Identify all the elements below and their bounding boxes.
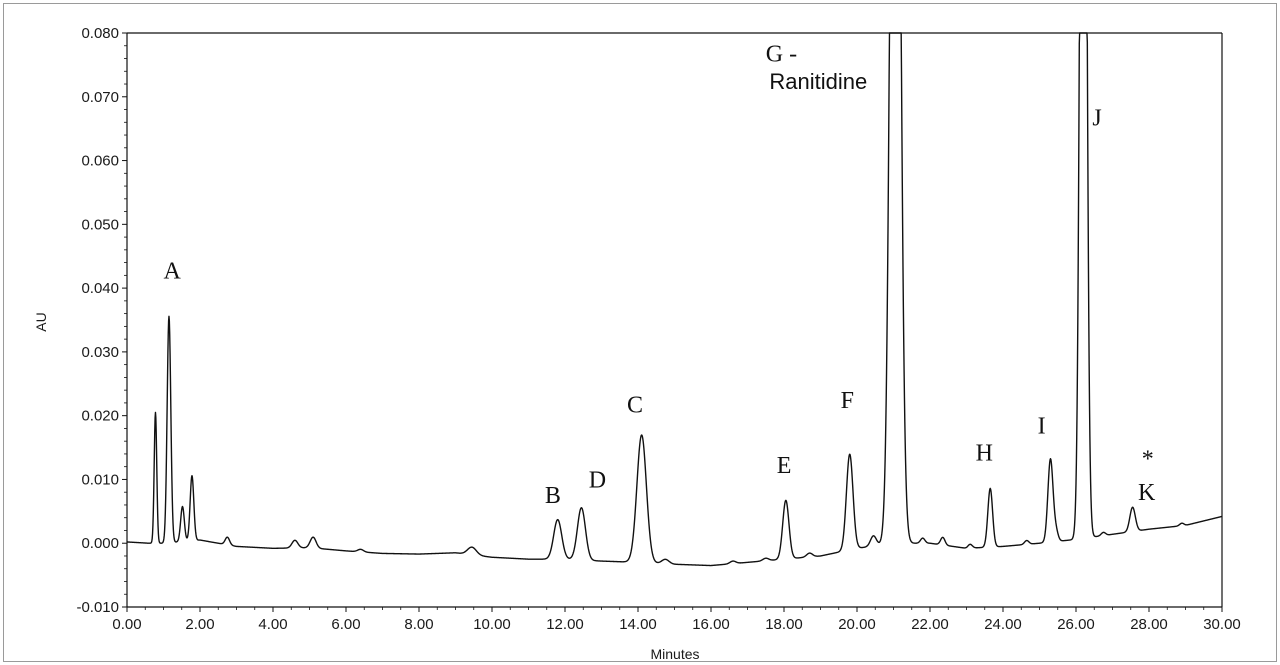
peak-label-C: C (627, 392, 643, 418)
peak-labels: A B D C E F G -Ranitidine H I J * K (164, 42, 1157, 509)
peak-label-G2: Ranitidine (769, 69, 867, 94)
peak-label-H: H (976, 440, 993, 466)
peak-label-K: K (1138, 480, 1156, 506)
peak-label-E: E (777, 453, 792, 479)
y-axis-title: AU (33, 312, 49, 331)
x-tick-label: 22.00 (911, 616, 949, 633)
x-tick-label: 20.00 (838, 616, 876, 633)
x-tick-label: 24.00 (984, 616, 1022, 633)
chromatogram-trace (126, 32, 1223, 567)
peak-label-A: A (164, 259, 182, 285)
peak-label-G1: G - (766, 42, 797, 68)
x-axis-title: Minutes (650, 646, 699, 662)
y-tick-label: 0.060 (81, 153, 119, 170)
y-tick-label: -0.010 (76, 599, 119, 616)
y-tick-label: 0.070 (81, 89, 119, 106)
x-tick-label: 10.00 (473, 616, 511, 633)
peak-label-D: D (589, 468, 606, 494)
y-axis-ticks: 0.080 0.070 0.060 0.050 0.040 0.030 0.020 0.010… (76, 25, 127, 616)
peak-label-star: * (1142, 447, 1154, 473)
chart-frame (3, 3, 1277, 662)
axes (126, 32, 1223, 608)
peak-label-J: J (1092, 105, 1101, 131)
x-tick-label: 26.00 (1057, 616, 1095, 633)
y-tick-label: 0.080 (81, 25, 119, 42)
y-tick-label: 0.040 (81, 280, 119, 297)
y-tick-label: 0.000 (81, 535, 119, 552)
x-tick-label: 8.00 (404, 616, 433, 633)
x-tick-label: 12.00 (546, 616, 584, 633)
x-tick-label: 30.00 (1203, 616, 1241, 633)
x-axis-ticks: 0.00 2.00 4.00 6.00 8.00 10.00 12.00 14.00 16.00… (112, 607, 1241, 633)
x-tick-label: 6.00 (331, 616, 360, 633)
y-tick-label: 0.020 (81, 408, 119, 425)
y-tick-label: 0.010 (81, 471, 119, 488)
y-tick-label: 0.030 (81, 344, 119, 361)
x-tick-label: 0.00 (112, 616, 141, 633)
x-tick-label: 28.00 (1130, 616, 1168, 633)
peak-label-F: F (841, 388, 854, 414)
y-tick-label: 0.050 (81, 216, 119, 233)
x-tick-label: 2.00 (185, 616, 214, 633)
x-tick-label: 14.00 (619, 616, 657, 633)
peak-label-I: I (1038, 414, 1046, 440)
x-tick-label: 4.00 (258, 616, 287, 633)
x-tick-label: 16.00 (692, 616, 730, 633)
x-tick-label: 18.00 (765, 616, 803, 633)
peak-label-B: B (545, 483, 561, 509)
